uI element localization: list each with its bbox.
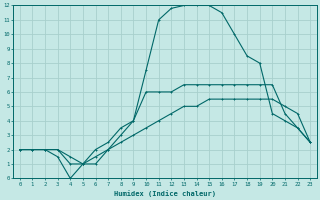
X-axis label: Humidex (Indice chaleur): Humidex (Indice chaleur) — [114, 190, 216, 197]
